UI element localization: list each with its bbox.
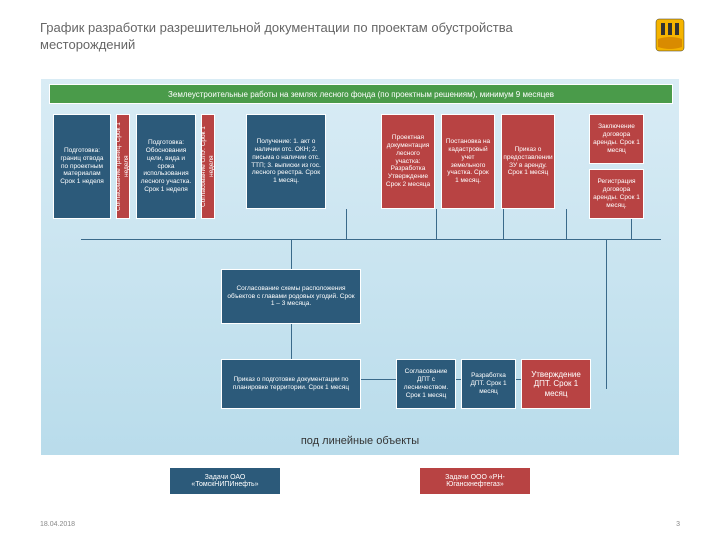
box-approve-olu: Согласование ОЛУ. Срок 1 неделя <box>201 114 215 219</box>
page-title: График разработки разрешительной докумен… <box>40 20 600 54</box>
box-dpt-dev: Разработка ДПТ. Срок 1 месяц <box>461 359 516 409</box>
diagram-header: Землеустроительные работы на землях лесн… <box>49 84 673 104</box>
box-lease-contract: Заключение договора аренды. Срок 1 месяц <box>589 114 644 164</box>
box-receive-docs: Получение: 1. акт о наличии отс. ОКН; 2.… <box>246 114 326 209</box>
box-approve-borders: Согласование границ. Срок 1 неделя <box>116 114 130 219</box>
box-dpt-confirm: Утверждение ДПТ. Срок 1 месяц <box>521 359 591 409</box>
box-dpt-approval: Согласование ДПТ с лесничеством. Срок 1 … <box>396 359 456 409</box>
box-prep-justification: Подготовка: Обоснования цели, вида и сро… <box>136 114 196 219</box>
legend-left: Задачи ОАО «ТомскНИПИнефть» <box>170 468 280 494</box>
box-lease-register: Регистрация договора аренды. Срок 1 меся… <box>589 169 644 219</box>
legend-right: Задачи ООО «РН-Юганскнефтегаз» <box>420 468 530 494</box>
sub-caption: под линейные объекты <box>41 435 679 447</box>
diagram-canvas: Землеустроительные работы на землях лесн… <box>40 78 680 456</box>
box-lease-order: Приказ о предоставлении ЗУ в аренду. Сро… <box>501 114 555 209</box>
company-logo <box>650 15 690 55</box>
box-prep-borders: Подготовка: границ отвода по проектным м… <box>53 114 111 219</box>
footer-date: 18.04.2018 <box>40 521 75 528</box>
footer-page: 3 <box>676 521 680 528</box>
box-project-docs: Проектная документация лесного участка: … <box>381 114 435 209</box>
box-cadastral: Постановка на кадастровый учет земельног… <box>441 114 495 209</box>
box-planning-order: Приказ о подготовке документации по план… <box>221 359 361 409</box>
box-scheme-approval: Согласование схемы расположения объектов… <box>221 269 361 324</box>
